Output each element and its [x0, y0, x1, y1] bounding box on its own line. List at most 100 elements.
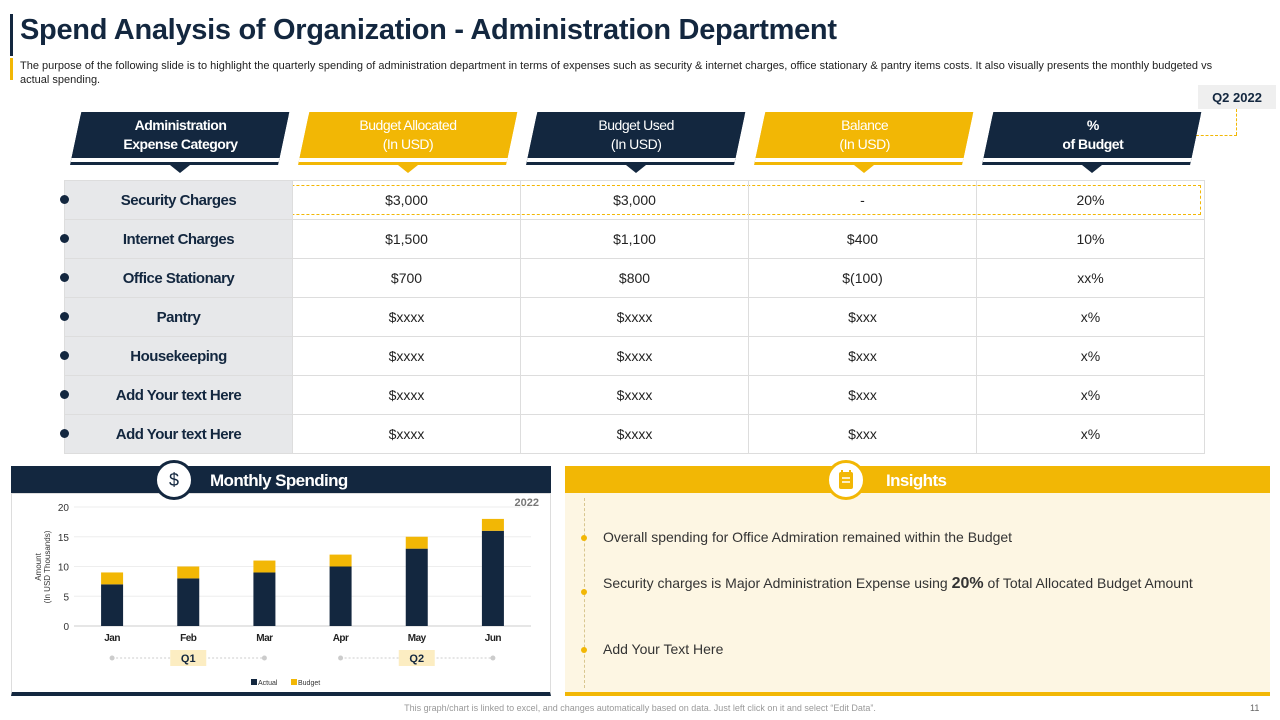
page-number: 11: [1250, 703, 1260, 713]
y-tick-label: 20: [58, 503, 70, 514]
bar-actual: [329, 566, 352, 626]
insight-text: of Total Allocated Budget Amount: [983, 575, 1193, 591]
connector: [1236, 109, 1237, 135]
monthly-spending-panel: [11, 493, 551, 696]
group-badge: [398, 650, 435, 666]
subtitle-accent: [10, 58, 13, 80]
category-cell: Add Your text Here: [64, 375, 293, 415]
insights-title: Insights: [886, 471, 947, 490]
group-dot: [109, 655, 115, 661]
value-cell: $xxxx: [520, 336, 749, 376]
legend-swatch: [251, 679, 257, 685]
group-dot: [490, 655, 496, 661]
value-cell: xx%: [976, 258, 1205, 298]
insight-text: Overall spending for Office Admiration r…: [603, 529, 1013, 545]
bullet-dot: [60, 234, 69, 243]
column-header: Budget Used (In USD): [526, 112, 746, 162]
connector: [1196, 135, 1237, 136]
y-tick-label: 0: [63, 622, 69, 633]
y-tick-label: 15: [58, 533, 70, 544]
y-axis-label: Amount(In USD Thousands): [34, 530, 52, 603]
value-cell: $700: [292, 258, 521, 298]
header-line: Administration: [134, 117, 227, 133]
value-cell: $xxx: [748, 375, 977, 415]
column-header: Budget Allocated (In USD): [298, 112, 518, 162]
x-tick-label: Feb: [180, 633, 197, 644]
money-bag-icon: $: [154, 460, 194, 500]
legend-swatch: [291, 679, 297, 685]
insight-bullet: [581, 647, 587, 653]
group-label: Q1: [181, 653, 196, 665]
insights-header: [565, 466, 1270, 493]
bar-budget: [405, 536, 428, 549]
table-row: Pantry $xxxx $xxxx $xxx x%: [64, 297, 1205, 337]
legend-label: Budget: [298, 680, 320, 687]
column-header-label: Administration Expense Category: [123, 116, 237, 154]
value-cell: x%: [976, 414, 1205, 454]
column-header-label: Balance (In USD): [839, 116, 889, 154]
value-cell: $1,500: [292, 219, 521, 259]
column-header-label: % of Budget: [1062, 116, 1123, 154]
monthly-spending-chart: 0 5 10 15 20 Amount(In USD Thousands) 2022 Jan F…: [34, 497, 539, 687]
bar-budget: [177, 566, 200, 579]
value-cell: $xxxx: [292, 297, 521, 337]
value-cell: $(100): [748, 258, 977, 298]
header-line: (In USD): [383, 136, 434, 152]
header-line: Budget Allocated: [359, 117, 457, 133]
chart-annotation: 2022: [515, 497, 539, 509]
group-badge: [170, 650, 207, 666]
x-tick-label: Jun: [485, 633, 502, 644]
x-tick-label: Jan: [104, 633, 120, 644]
insight-bullet: [581, 589, 587, 595]
category-cell: Security Charges: [64, 180, 293, 220]
table-row: Internet Charges $1,500 $1,100 $400 10%: [64, 219, 1205, 259]
x-tick-label: Apr: [333, 633, 349, 644]
period-badge: Q2 2022: [1198, 85, 1276, 109]
insight-bullet: [581, 535, 587, 541]
value-cell: $xxxx: [520, 414, 749, 454]
column-header: Balance (In USD): [754, 112, 974, 162]
bullet-dot: [60, 195, 69, 204]
footer-note: This graph/chart is linked to excel, and…: [404, 703, 876, 713]
value-cell: $800: [520, 258, 749, 298]
monthly-spending-header: [11, 466, 551, 493]
notepad-icon: [826, 460, 866, 500]
pointer-triangle: [626, 165, 646, 173]
header-line: Balance: [840, 117, 888, 133]
y-tick-label: 10: [58, 563, 70, 574]
value-cell: $xxxx: [292, 375, 521, 415]
insight-item: Add Your Text Here: [603, 640, 1223, 659]
insight-item: Security charges is Major Administration…: [603, 574, 1223, 593]
bar-budget: [253, 560, 276, 573]
bullet-dot: [60, 312, 69, 321]
header-line: %: [1086, 117, 1099, 133]
value-cell: $xxx: [748, 414, 977, 454]
value-cell: 20%: [976, 180, 1205, 220]
bullet-dot: [60, 429, 69, 438]
bar-actual: [481, 530, 504, 626]
column-header: Administration Expense Category: [70, 112, 290, 162]
monthly-spending-title: Monthly Spending: [210, 471, 348, 490]
category-cell: Internet Charges: [64, 219, 293, 259]
insight-highlight: 20%: [951, 575, 984, 592]
bar-actual: [253, 572, 276, 626]
insight-text: Add Your Text Here: [603, 641, 724, 657]
value-cell: $xxxx: [292, 336, 521, 376]
bar-actual: [405, 548, 428, 626]
category-cell: Office Stationary: [64, 258, 293, 298]
value-cell: -: [748, 180, 977, 220]
page-title: Spend Analysis of Organization - Adminis…: [20, 14, 837, 46]
pointer-triangle: [170, 165, 190, 173]
legend-label: Actual: [258, 680, 278, 687]
bar-budget: [329, 554, 352, 567]
group-dot: [338, 655, 344, 661]
column-header: % of Budget: [982, 112, 1202, 162]
value-cell: x%: [976, 375, 1205, 415]
bullet-dot: [60, 351, 69, 360]
insights-panel: [565, 493, 1270, 696]
table-row: Add Your text Here $xxxx $xxxx $xxx x%: [64, 414, 1205, 454]
bullet-dot: [60, 390, 69, 399]
column-header-label: Budget Allocated (In USD): [360, 116, 457, 154]
column-header-label: Budget Used (In USD): [599, 116, 674, 154]
header-line: (In USD): [839, 136, 890, 152]
